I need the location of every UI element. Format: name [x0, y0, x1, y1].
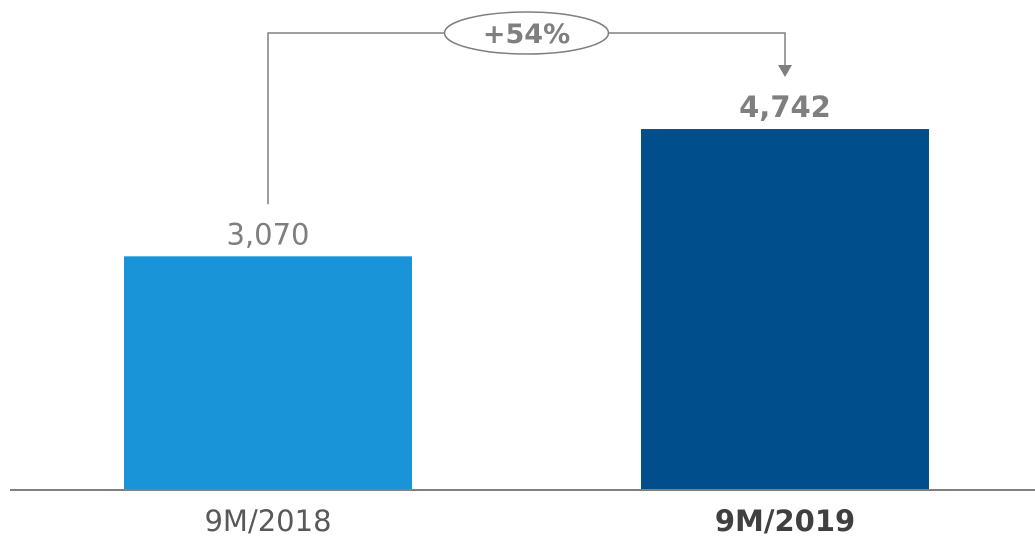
growth-badge-label: +54% — [483, 19, 570, 50]
value-label-9m-2018: 3,070 — [226, 217, 309, 251]
bar-9m-2019 — [641, 129, 929, 491]
category-label-9m-2019: 9M/2019 — [715, 504, 855, 538]
arrow-head-icon — [778, 65, 792, 78]
value-label-9m-2019: 4,742 — [739, 90, 831, 124]
growth-badge: +54% — [443, 11, 610, 55]
category-label-9m-2018: 9M/2018 — [204, 504, 331, 538]
growth-badge-ellipse — [443, 11, 610, 55]
bars — [124, 129, 929, 491]
value-labels: 3,070 4,742 — [226, 90, 830, 251]
category-labels: 9M/2018 9M/2019 — [204, 504, 855, 538]
bar-9m-2018 — [124, 256, 412, 490]
